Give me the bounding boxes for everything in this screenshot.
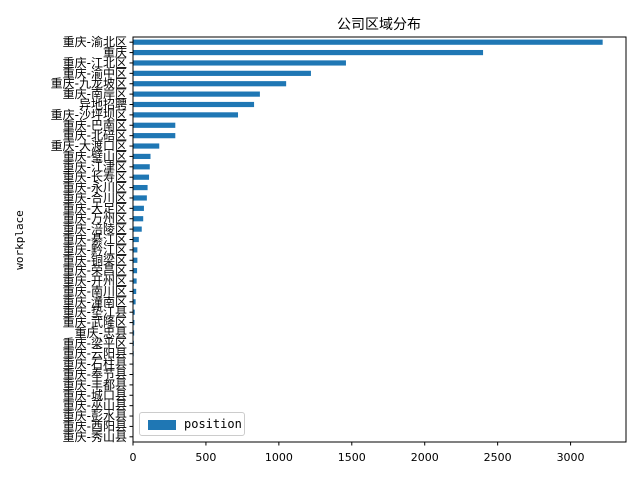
legend-swatch: [148, 420, 176, 430]
bar: [133, 60, 346, 65]
bars-group: [133, 40, 603, 440]
x-tick-label: 0: [130, 451, 137, 464]
x-tick-label: 2000: [411, 451, 439, 464]
bar: [133, 278, 137, 283]
y-tick-labels: 重庆-渝北区重庆重庆-江北区重庆-渝中区重庆-九龙坡区重庆-南岸区异地招聘重庆-…: [51, 34, 133, 444]
bar: [133, 258, 137, 263]
x-tick-label: 3000: [557, 451, 585, 464]
x-tick-label: 1500: [338, 451, 366, 464]
legend-label: position: [184, 417, 242, 431]
legend: position: [139, 412, 245, 436]
bar: [133, 195, 147, 200]
bar: [133, 185, 148, 190]
bar: [133, 112, 238, 117]
bar: [133, 268, 137, 273]
y-tick-label: 重庆-秀山县: [63, 430, 127, 444]
bar: [133, 175, 149, 180]
x-tick-label: 2500: [484, 451, 512, 464]
bar: [133, 123, 175, 128]
bar: [133, 227, 142, 232]
bar: [133, 143, 159, 148]
bar: [133, 71, 311, 76]
bar: [133, 154, 151, 159]
y-axis-label: workplace: [13, 210, 26, 270]
bar: [133, 164, 150, 169]
bar: [133, 206, 144, 211]
bar: [133, 50, 483, 55]
chart-title: 公司区域分布: [337, 17, 421, 33]
x-tick-label: 500: [195, 451, 216, 464]
bar: [133, 247, 137, 252]
bar: [133, 216, 143, 221]
x-tick-label: 1000: [265, 451, 293, 464]
bar: [133, 92, 260, 97]
bar: [133, 40, 603, 45]
plot-frame: [133, 37, 626, 442]
bar: [133, 133, 175, 138]
bar: [133, 237, 139, 242]
x-tick-labels: 0 500 1000 1500 2000 2500 3000: [130, 442, 585, 464]
bar: [133, 102, 254, 107]
bar: [133, 81, 286, 86]
